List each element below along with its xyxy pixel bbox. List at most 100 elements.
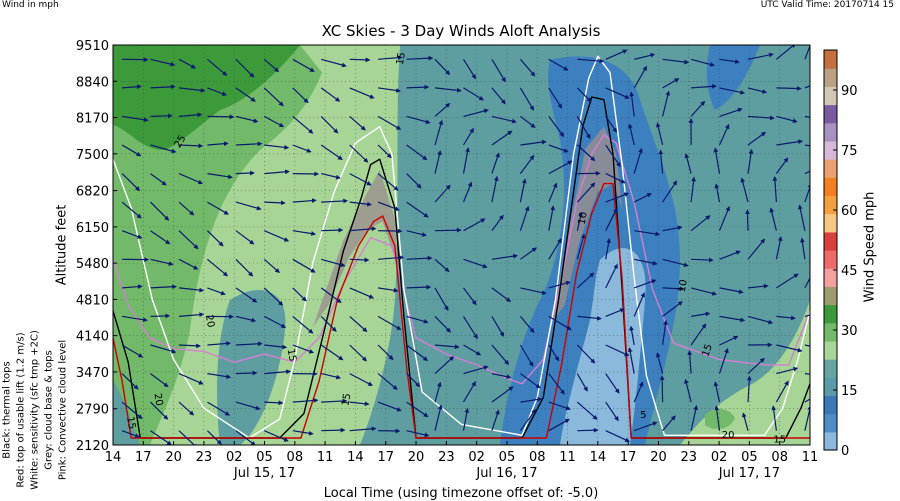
wind-arrow (691, 102, 704, 117)
wind-arrow (293, 400, 318, 402)
wind-arrow (122, 231, 141, 238)
wind-arrow (748, 54, 773, 59)
wind-arrow (179, 374, 203, 384)
colorbar-tick-label: 0 (841, 444, 849, 459)
wind-arrow (743, 413, 748, 430)
legend-thermal-tops: Black: thermal tops (2, 361, 13, 458)
wind-arrow (236, 116, 258, 121)
colorbar-tick-label: 90 (841, 84, 858, 99)
wind-arrow (122, 402, 142, 418)
wind-arrow (748, 88, 766, 93)
wind-arrow (720, 288, 743, 293)
wind-arrow (520, 316, 533, 332)
field-band-light-upper (300, 45, 400, 120)
wind-arrow (492, 256, 517, 260)
wind-arrow (264, 371, 290, 373)
wind-arrow (464, 367, 488, 374)
wind-arrow (464, 288, 476, 305)
wind-arrow (321, 259, 344, 266)
wind-arrow (606, 431, 629, 442)
wind-arrow (634, 293, 644, 316)
colorbar-segment (824, 305, 837, 324)
wind-arrow (236, 231, 254, 244)
wind-arrow (236, 344, 262, 345)
colorbar-segment (824, 105, 837, 124)
wind-arrow (207, 143, 227, 145)
wind-arrow (805, 374, 831, 377)
wind-arrow (520, 288, 545, 294)
wind-arrow (720, 125, 729, 145)
wind-arrow (492, 59, 505, 81)
wind-arrow (378, 345, 393, 359)
wind-arrow (321, 230, 342, 231)
field-band-lightblue-core (560, 248, 646, 445)
wind-arrow (236, 88, 255, 101)
wind-arrow (435, 151, 440, 174)
wind-arrow (662, 376, 663, 402)
wind-arrow (805, 78, 829, 88)
wind-arrow (151, 345, 176, 352)
y-tick-label: 3470 (76, 366, 109, 381)
wind-arrow (350, 116, 365, 129)
wind-arrow (520, 345, 533, 366)
wind-arrow (350, 88, 374, 98)
wind-arrow (492, 177, 497, 202)
wind-arrow (236, 402, 260, 409)
wind-arrow (805, 392, 822, 402)
wind-arrow (805, 345, 825, 350)
wind-arrow (771, 208, 777, 230)
wind-arrow (549, 145, 568, 152)
wind-arrow (520, 207, 528, 231)
wind-arrow (293, 145, 311, 152)
wind-arrow (464, 409, 468, 431)
wind-arrow (464, 183, 472, 203)
contour-label: 15 (124, 416, 137, 430)
units-label: Wind in mph (2, 0, 59, 10)
colorbar-segment (824, 341, 837, 360)
x-tick-label: 08 (287, 450, 304, 465)
wind-arrow (350, 259, 369, 260)
wind-arrow (606, 174, 625, 183)
wind-arrow (435, 288, 448, 310)
wind-arrow (631, 327, 634, 345)
field-band-teal-left-corner (113, 380, 140, 445)
wind-arrow (350, 229, 376, 231)
wind-arrow (805, 266, 816, 288)
wind-arrow (207, 202, 228, 214)
colorbar-segment (824, 68, 837, 87)
wind-arrow (293, 431, 313, 434)
wind-arrow (715, 382, 719, 402)
wind-arrow (776, 158, 787, 174)
contour-label: 20 (722, 430, 735, 441)
wind-arrow (520, 156, 533, 174)
x-tick-label: 11 (802, 450, 819, 465)
wind-arrow (634, 54, 654, 59)
wind-arrow (350, 288, 373, 298)
wind-arrow (606, 50, 627, 59)
legend-cloud-base: Grey: cloud base & tops (44, 350, 55, 469)
wind-arrow (691, 259, 713, 260)
wind-arrow (236, 288, 257, 302)
colorbar-segment (824, 232, 837, 251)
wind-arrow (549, 419, 569, 430)
colorbar-segment (824, 286, 837, 305)
wind-arrow (151, 374, 168, 387)
wind-arrow (151, 316, 170, 317)
wind-arrow (264, 288, 282, 305)
wind-arrow (492, 216, 503, 231)
wind-arrow (407, 374, 420, 387)
wind-arrow (805, 163, 828, 174)
colorbar-tick-label: 30 (841, 324, 858, 339)
wind-arrow (350, 145, 368, 162)
wind-arrow (720, 251, 741, 259)
colorbar-segment (824, 123, 837, 142)
wind-arrow (293, 288, 306, 301)
wind-arrow (407, 116, 430, 122)
wind-arrow (264, 145, 288, 148)
wind-arrow (179, 88, 204, 91)
field-band-blue-core (500, 56, 680, 445)
wind-arrow (577, 59, 603, 61)
wind-arrow (350, 374, 372, 386)
wind-arrow (151, 87, 175, 88)
